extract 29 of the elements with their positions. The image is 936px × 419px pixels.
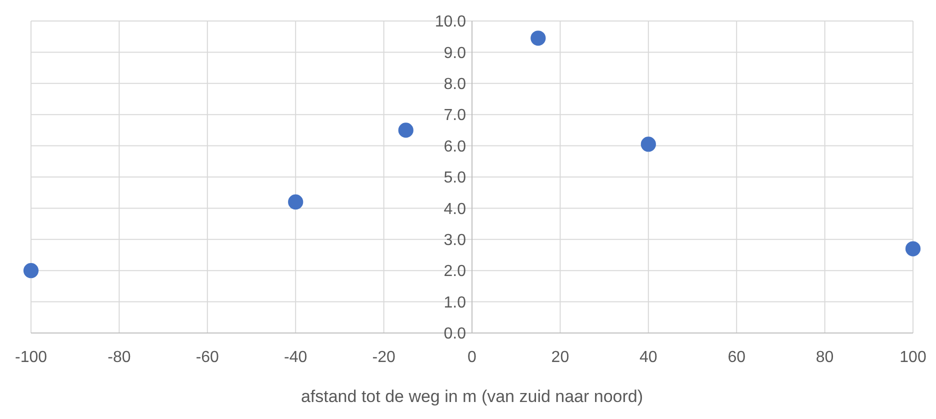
x-tick-label: -60 [196,349,220,366]
x-tick-label: 60 [728,349,746,366]
x-tick-label: -100 [14,349,48,366]
y-tick-label: 9.0 [444,44,466,62]
point [905,241,921,256]
point [288,194,304,210]
y-tick-label: 7.0 [444,107,466,124]
x-tick-label: 40 [640,349,658,366]
y-tick-label: 0.0 [444,326,466,343]
x-tick-label: 100 [900,349,926,366]
y-tick-label: 5.0 [444,170,466,187]
point [23,263,39,278]
x-tick-label: 80 [816,349,834,366]
x-tick-label: 20 [551,349,570,366]
y-tick-label: 8.0 [444,76,466,93]
y-tick-label: 6.0 [444,138,466,156]
x-tick-label: 0 [468,349,477,366]
point [640,136,656,152]
point [530,30,546,46]
x-tick-label: -20 [372,349,396,366]
x-axis-title: afstand tot de weg in m (van zuid naar noord) [300,387,644,406]
y-tick-label: 1.0 [444,294,466,312]
point [398,122,414,138]
x-tick-label: -80 [108,349,131,366]
x-tick-label: -40 [284,349,308,366]
y-tick-label: 10.0 [434,14,466,31]
y-tick-label: 4.0 [444,200,466,218]
y-tick-label: 3.0 [444,232,466,249]
y-tick-label: 2.0 [444,263,466,280]
